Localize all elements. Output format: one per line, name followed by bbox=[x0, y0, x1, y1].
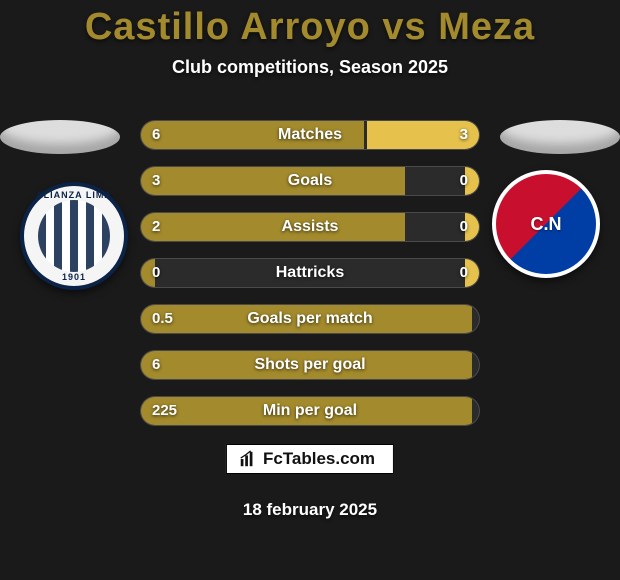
metric-row: Shots per goal6 bbox=[140, 350, 480, 380]
metric-bar-left bbox=[141, 305, 472, 333]
metric-track bbox=[140, 396, 480, 426]
metric-row: Min per goal225 bbox=[140, 396, 480, 426]
metric-bar-left bbox=[141, 167, 405, 195]
date-text: 18 february 2025 bbox=[0, 500, 620, 520]
metric-bar-left bbox=[141, 351, 472, 379]
brand-text: FcTables.com bbox=[263, 449, 375, 469]
metric-bar-right bbox=[367, 121, 479, 149]
metric-track bbox=[140, 350, 480, 380]
comparison-bars: Matches63 Goals30 Assists20 Hattricks00 Goal… bbox=[140, 120, 480, 442]
metric-row: Assists20 bbox=[140, 212, 480, 242]
metric-track bbox=[140, 212, 480, 242]
metric-bar-right bbox=[465, 259, 479, 287]
metric-row: Matches63 bbox=[140, 120, 480, 150]
metric-track bbox=[140, 304, 480, 334]
brand-logo-icon bbox=[239, 450, 257, 468]
metric-bar-right bbox=[465, 167, 479, 195]
player2-shadow bbox=[500, 120, 620, 154]
metric-bar-right bbox=[465, 213, 479, 241]
brand-badge: FcTables.com bbox=[226, 444, 394, 474]
metric-track bbox=[140, 120, 480, 150]
metric-bar-left bbox=[141, 397, 472, 425]
player1-club-badge: ALIANZA LIMA 1901 bbox=[20, 182, 128, 290]
metric-track bbox=[140, 258, 480, 288]
player1-shadow bbox=[0, 120, 120, 154]
page-subtitle: Club competitions, Season 2025 bbox=[0, 57, 620, 78]
metric-row: Goals30 bbox=[140, 166, 480, 196]
page-title: Castillo Arroyo vs Meza bbox=[0, 0, 620, 49]
comparison-infographic: Castillo Arroyo vs Meza Club competition… bbox=[0, 0, 620, 580]
metric-track bbox=[140, 166, 480, 196]
player1-club-year: 1901 bbox=[24, 272, 124, 282]
metric-bar-left bbox=[141, 213, 405, 241]
player1-club-text: ALIANZA LIMA bbox=[24, 190, 124, 200]
player2-club-text: C.N bbox=[531, 214, 562, 235]
player2-club-badge: C.N bbox=[492, 170, 600, 278]
metric-bar-left bbox=[141, 121, 364, 149]
stripes-icon bbox=[38, 200, 110, 272]
metric-bar-left bbox=[141, 259, 155, 287]
metric-row: Hattricks00 bbox=[140, 258, 480, 288]
metric-row: Goals per match0.5 bbox=[140, 304, 480, 334]
